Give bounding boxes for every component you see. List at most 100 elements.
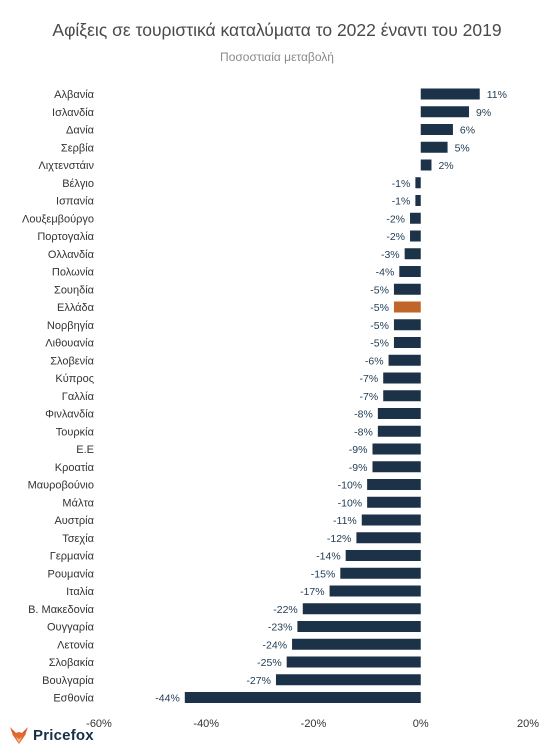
category-label: Βέλγιο — [62, 178, 94, 190]
category-label: Κροατία — [55, 462, 95, 474]
category-label: Λιθουανία — [45, 338, 94, 350]
value-label: 6% — [460, 125, 475, 137]
category-label: Πορτογαλία — [37, 231, 94, 243]
category-label: Πολωνία — [52, 267, 95, 279]
value-label: -15% — [311, 568, 336, 580]
value-label: -22% — [273, 604, 298, 616]
bar — [410, 230, 421, 242]
brand-name: Pricefox — [33, 726, 94, 744]
category-label: Ιταλία — [66, 586, 95, 598]
bar — [367, 496, 421, 508]
bar — [302, 603, 421, 615]
category-label: Βουλγαρία — [42, 675, 95, 687]
category-label: Ρουμανία — [48, 568, 95, 580]
value-label: -27% — [246, 675, 271, 687]
bar — [393, 283, 421, 295]
bar — [275, 674, 421, 686]
value-label: -2% — [386, 231, 405, 243]
category-label: Εσθονία — [53, 693, 94, 705]
x-tick-label: -40% — [193, 718, 219, 730]
value-label: -3% — [381, 249, 400, 261]
value-label: -6% — [365, 355, 384, 367]
value-label: -7% — [360, 391, 379, 403]
bar — [410, 212, 421, 224]
bar — [420, 159, 432, 171]
chart-subtitle: Ποσοστιαία μεταβολή — [220, 50, 334, 64]
category-label: Ουγγαρία — [47, 622, 95, 634]
category-label: Δανία — [66, 125, 95, 137]
bar — [372, 443, 421, 455]
category-label: Μαυροβούνιο — [28, 480, 94, 492]
category-label: Σερβία — [61, 142, 95, 154]
value-label: -5% — [370, 320, 389, 332]
bar — [361, 514, 421, 526]
value-label: -24% — [263, 639, 288, 651]
category-label: Φινλανδία — [45, 409, 94, 421]
value-label: -25% — [257, 657, 282, 669]
value-label: -2% — [386, 213, 405, 225]
category-label: Μάλτα — [62, 497, 94, 509]
category-label: Γαλλία — [62, 391, 95, 403]
category-label: Σλοβακία — [49, 657, 95, 669]
bar-highlight — [393, 301, 421, 313]
bar — [372, 461, 421, 473]
pricefox-logo: Pricefox — [8, 724, 94, 746]
bar — [383, 372, 421, 384]
value-label: -44% — [155, 693, 180, 705]
value-label: -9% — [349, 444, 368, 456]
category-label: Αλβανία — [54, 89, 94, 101]
value-label: -17% — [300, 586, 325, 598]
category-label: Σουηδία — [54, 284, 95, 296]
chart-title: Αφίξεις σε τουριστικά καταλύματα το 2022… — [52, 20, 502, 40]
bar — [340, 567, 421, 579]
value-label: -9% — [349, 462, 368, 474]
category-label: Ισπανία — [56, 196, 95, 208]
bar — [383, 390, 421, 402]
category-label: Λουξεμβούργο — [22, 213, 94, 225]
category-label: Γερμανία — [50, 551, 95, 563]
value-label: 9% — [476, 107, 491, 119]
value-label: -23% — [268, 622, 293, 634]
value-label: -11% — [333, 515, 357, 527]
bar — [420, 88, 480, 100]
bar — [415, 195, 421, 206]
x-tick-label: -60% — [86, 718, 112, 730]
fox-icon — [10, 727, 28, 744]
bar — [415, 177, 421, 189]
value-label: -8% — [354, 409, 373, 421]
value-label: 2% — [438, 160, 453, 172]
value-label: -1% — [392, 178, 411, 190]
bar — [420, 106, 470, 118]
value-label: -1% — [392, 196, 411, 208]
category-label: Λιχτενστάιν — [38, 160, 94, 172]
bar — [377, 425, 421, 437]
value-label: -12% — [327, 533, 352, 545]
category-label: Σλοβενία — [50, 355, 94, 367]
bar — [367, 479, 421, 490]
bar — [399, 266, 421, 277]
bar — [393, 319, 421, 331]
category-label: Τουρκία — [56, 426, 95, 438]
category-label: Κύπρος — [55, 373, 94, 385]
category-label: Β. Μακεδονία — [28, 604, 95, 616]
category-label: Ελλάδα — [57, 302, 95, 314]
value-label: 11% — [487, 89, 507, 101]
bar — [297, 621, 421, 632]
value-label: -5% — [370, 302, 389, 314]
bar — [286, 656, 421, 668]
value-label: -10% — [338, 497, 363, 509]
value-label: -5% — [370, 284, 389, 296]
bar — [420, 141, 448, 153]
bar — [356, 532, 421, 544]
bar — [329, 585, 421, 597]
value-label: -7% — [360, 373, 379, 385]
bar — [184, 692, 421, 703]
category-label: Νορβηγία — [47, 320, 95, 332]
x-tick-label: 20% — [517, 718, 539, 730]
category-label: Αυστρία — [54, 515, 94, 527]
value-label: -10% — [338, 480, 363, 492]
bar — [345, 550, 421, 561]
x-tick-label: 0% — [413, 718, 429, 730]
value-label: -5% — [370, 338, 389, 350]
